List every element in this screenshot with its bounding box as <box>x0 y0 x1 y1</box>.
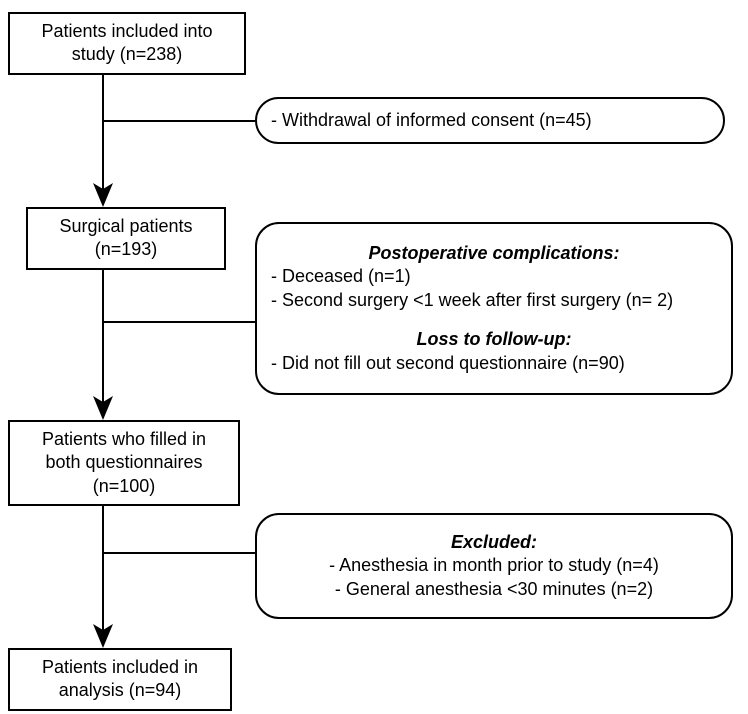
node-line: (n=100) <box>20 475 228 498</box>
node-line: Surgical patients <box>38 215 214 238</box>
section-header: Postoperative complications: <box>271 242 717 265</box>
node-line: (n=193) <box>38 238 214 261</box>
exclusion-excluded: Excluded: - Anesthesia in month prior to… <box>255 513 733 619</box>
exclusion-item: - Anesthesia in month prior to study (n=… <box>271 554 717 577</box>
node-line: analysis (n=94) <box>20 679 220 702</box>
node-included-analysis: Patients included in analysis (n=94) <box>8 648 232 711</box>
exclusion-postop-lossfollowup: Postoperative complications: - Deceased … <box>255 222 733 395</box>
exclusion-line: - Withdrawal of informed consent (n=45) <box>271 109 709 132</box>
flowchart-canvas: Patients included into study (n=238) - W… <box>0 0 748 714</box>
node-line: Patients included into <box>20 20 234 43</box>
node-line: Patients who filled in <box>20 428 228 451</box>
node-line: Patients included in <box>20 656 220 679</box>
node-surgical-patients: Surgical patients (n=193) <box>26 207 226 270</box>
node-line: study (n=238) <box>20 43 234 66</box>
section-header: Excluded: <box>271 531 717 554</box>
exclusion-item: - Did not fill out second questionnaire … <box>271 352 717 375</box>
node-line: both questionnaires <box>20 451 228 474</box>
node-both-questionnaires: Patients who filled in both questionnair… <box>8 420 240 506</box>
spacer <box>271 312 717 328</box>
exclusion-withdrawal: - Withdrawal of informed consent (n=45) <box>255 97 725 144</box>
section-header: Loss to follow-up: <box>271 328 717 351</box>
exclusion-item: - Deceased (n=1) <box>271 265 717 288</box>
node-included-study: Patients included into study (n=238) <box>8 12 246 75</box>
exclusion-item: - General anesthesia <30 minutes (n=2) <box>271 578 717 601</box>
exclusion-item: - Second surgery <1 week after first sur… <box>271 289 717 312</box>
